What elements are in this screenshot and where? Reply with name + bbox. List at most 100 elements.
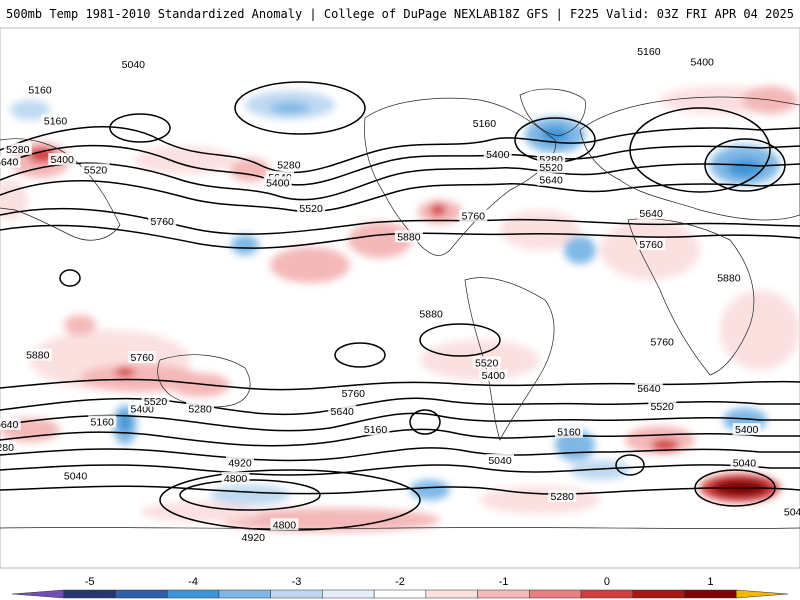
contour-label: 5640: [0, 418, 21, 431]
contour-label-bg: [128, 351, 157, 364]
colorbar-tick-label: -2: [395, 576, 405, 588]
contour-label-text: 5520: [651, 401, 675, 413]
contour-label-bg: [548, 490, 577, 502]
contour-label-bg: [274, 158, 303, 171]
contour-label: 5040: [781, 505, 800, 518]
contour-label-text: 5040: [488, 455, 512, 467]
contour-line: [0, 179, 800, 213]
contour-label: 5160: [41, 114, 70, 128]
contour-label-text: 5520: [299, 203, 323, 215]
contour-label: 5160: [634, 45, 663, 58]
colorbar-segment: [270, 589, 323, 599]
contour-label-bg: [0, 155, 21, 168]
contour-label-bg: [148, 214, 177, 227]
contour-label-text: 5400: [691, 56, 715, 68]
colorbar-segment: [63, 589, 116, 599]
colorbar-segment: [425, 589, 478, 599]
contour-label: 5760: [648, 335, 677, 349]
contour-label: 5400: [688, 55, 717, 68]
contour-label-text: 5160: [28, 85, 52, 97]
colorbar-tick-label: -4: [188, 576, 198, 588]
contour-label-bg: [634, 382, 663, 394]
contour-label-bg: [470, 117, 499, 130]
contour-label: 5040: [61, 469, 90, 482]
contour-closed: [694, 469, 776, 507]
contour-label-text: 5880: [26, 350, 50, 362]
contour-label-text: 5880: [717, 272, 741, 284]
contour-label: 5160: [554, 425, 583, 439]
contour-closed: [334, 342, 386, 368]
contour-label-bg: [459, 209, 488, 222]
contour-label-text: 5880: [397, 231, 421, 243]
contour-label: 5640: [328, 405, 357, 418]
continent-north-america: [364, 97, 556, 256]
contour-label-text: 5400: [486, 149, 510, 161]
contour-label: 5880: [714, 271, 743, 284]
contour-label-bg: [479, 369, 508, 382]
contour-line: [0, 464, 800, 476]
contour-label: 4920: [226, 456, 254, 470]
colorbar-segment: [736, 589, 789, 599]
contour-label-text: 5040: [122, 59, 146, 71]
contour-line: [0, 162, 800, 201]
contour-label-text: 5280: [551, 491, 575, 503]
contour-line: [0, 447, 800, 462]
contour-label-bg: [3, 142, 32, 155]
contour-label: 5880: [417, 307, 446, 320]
contour-label-bg: [637, 238, 666, 250]
contour-label-bg: [339, 387, 368, 400]
contour-label: 5760: [339, 387, 368, 400]
contour-label: 4800: [270, 518, 299, 531]
contour-label-bg: [554, 425, 583, 438]
contour-label-text: 5640: [0, 419, 19, 431]
contour-label-text: 5760: [651, 337, 675, 349]
continent-eurasia: [579, 96, 800, 221]
contour-label: 5280: [274, 158, 303, 171]
contour-label-bg: [634, 45, 663, 58]
contour-label: 5160: [26, 83, 54, 97]
contour-label-bg: [239, 531, 268, 544]
colorbar-segment: [477, 589, 530, 599]
contour-label-text: 5400: [266, 177, 290, 189]
contour-label-text: 5280: [188, 404, 212, 416]
contour-label-bg: [26, 83, 54, 96]
contour-label-text: 5640: [539, 175, 563, 187]
contour-label: 5280: [186, 402, 214, 416]
colorbar-segment: [322, 589, 375, 599]
contour-closed: [59, 269, 81, 287]
contour-label-bg: [732, 423, 761, 436]
contour-label-text: 5160: [557, 427, 581, 439]
coastlines: [0, 88, 800, 529]
contour-label: 5400: [732, 423, 761, 436]
contour-closed: [234, 81, 366, 135]
contour-label: 5160: [88, 415, 117, 428]
contour-label-bg: [41, 114, 70, 127]
contour-line: [0, 144, 800, 186]
contour-label: 5400: [263, 176, 292, 189]
contour-label-text: 4920: [242, 532, 266, 544]
contour-label-bg: [648, 335, 677, 348]
contour-label-text: 5280: [6, 144, 30, 156]
continent-antarctica: [0, 527, 800, 529]
contour-line: [0, 412, 800, 432]
contour-label-bg: [141, 394, 170, 407]
contour-label-text: 5640: [331, 406, 355, 418]
contour-label: 4800: [221, 472, 250, 485]
contour-label-bg: [688, 55, 717, 68]
colorbar-segment: [115, 589, 168, 599]
contour-labels: 5040516051605280540055205640564052805400…: [0, 45, 800, 544]
contour-label-bg: [61, 469, 90, 482]
contour-label: 5520: [472, 356, 501, 369]
contour-label-bg: [328, 405, 357, 418]
colorbar: -5-4-3-2-1012345: [11, 576, 789, 599]
contour-label-bg: [186, 402, 214, 415]
contour-label-text: 5400: [482, 370, 506, 382]
contour-label: 5400: [48, 153, 77, 166]
contour-label-text: 5520: [84, 164, 108, 176]
contour-label-bg: [297, 202, 326, 214]
colorbar-tick-label: -3: [292, 576, 302, 588]
colorbar-segment: [632, 589, 685, 599]
contour-label-text: 5160: [91, 416, 115, 428]
